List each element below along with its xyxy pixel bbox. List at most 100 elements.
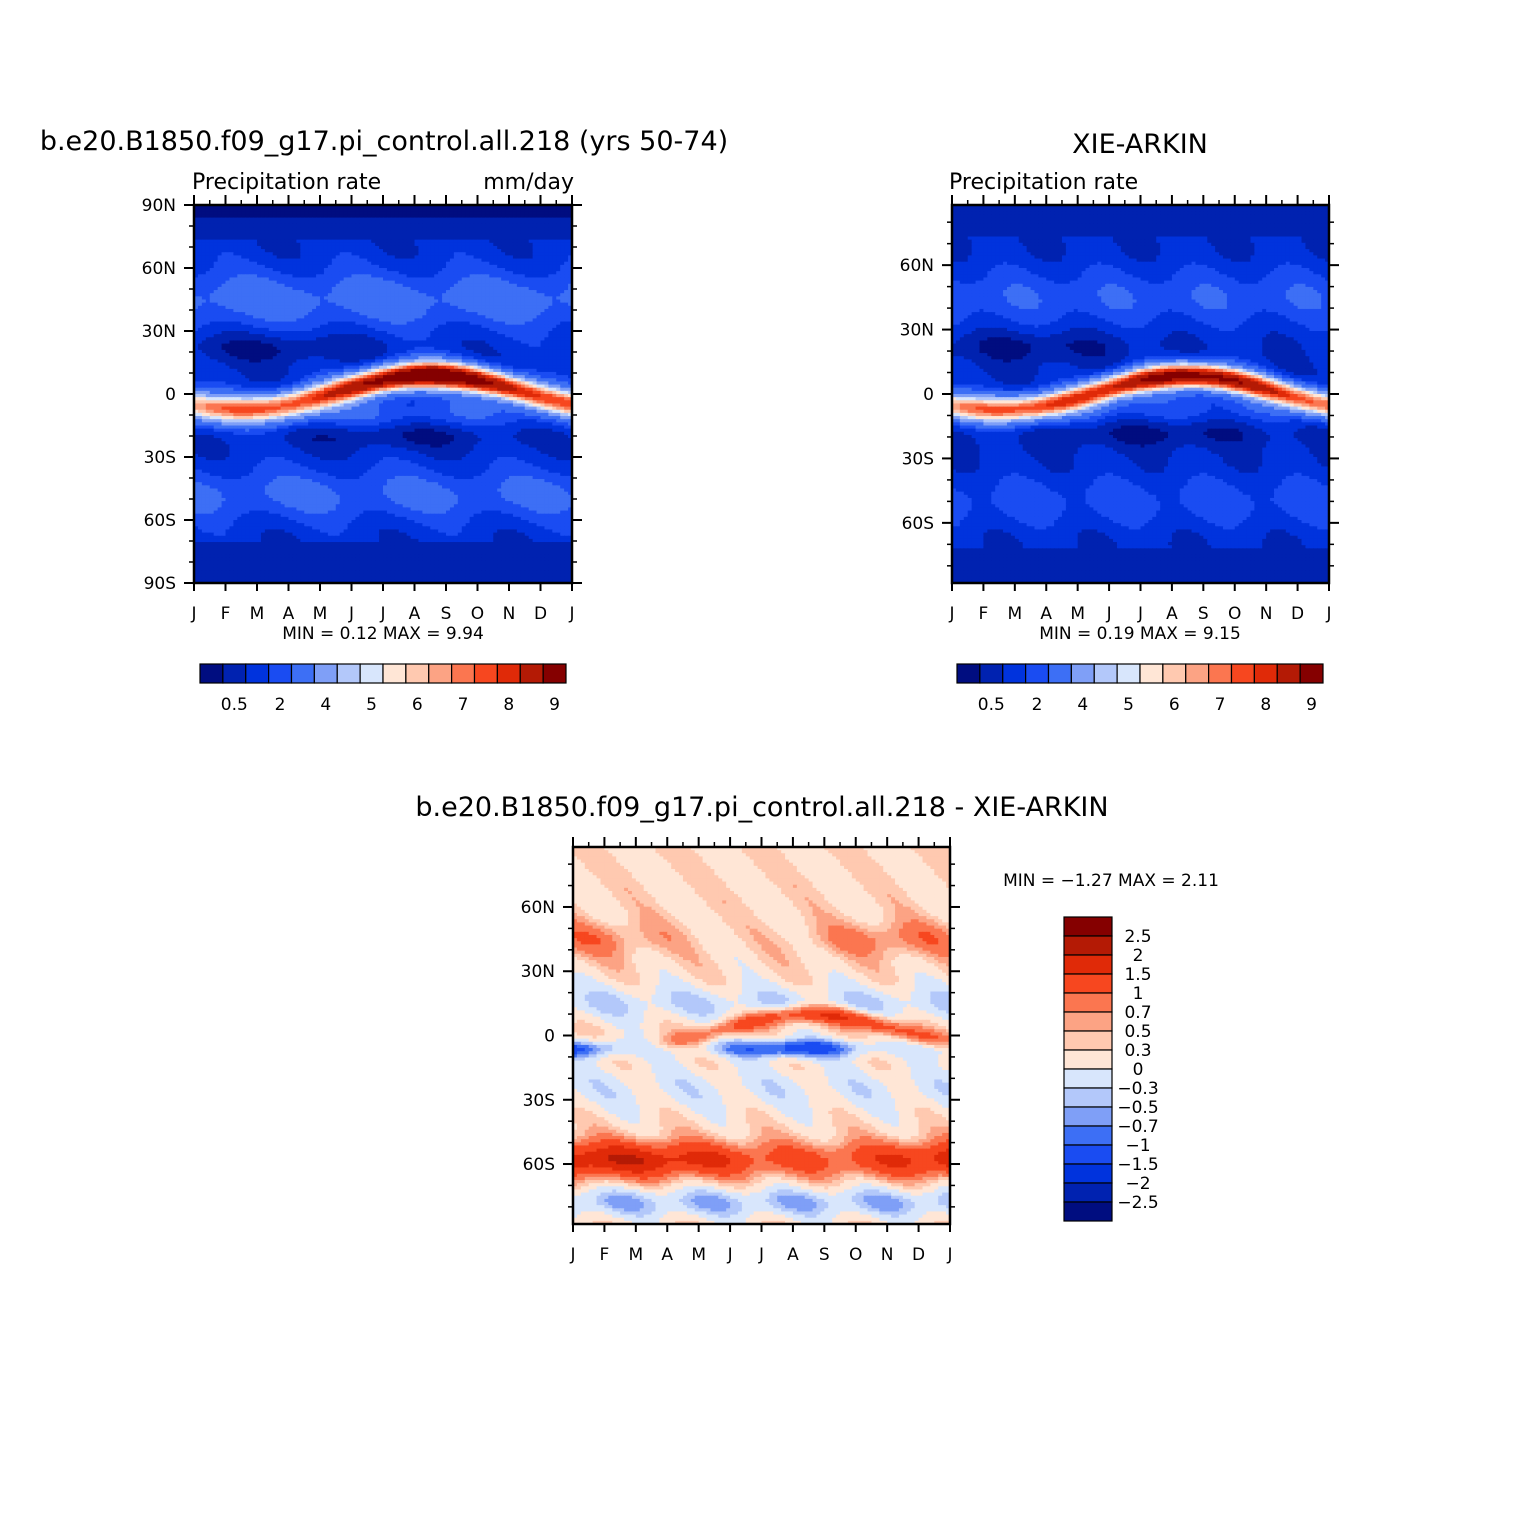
y-tick-label: 30N <box>521 962 555 982</box>
colorbar-label: 9 <box>1306 695 1317 715</box>
colorbar-swatch <box>245 663 270 684</box>
colorbar-swatch <box>1063 973 1113 994</box>
x-tick-label: J <box>379 604 385 624</box>
x-tick-label: J <box>348 604 354 624</box>
x-tick-label: F <box>221 604 231 624</box>
panel-title: b.e20.B1850.f09_g17.pi_control.all.218 (… <box>40 126 728 157</box>
colorbar-label: 0.3 <box>1124 1041 1151 1061</box>
x-tick-label: A <box>1166 604 1178 624</box>
colorbar-swatch <box>1276 663 1301 684</box>
colorbar-label: 5 <box>366 695 377 715</box>
colorbar-swatch <box>1185 663 1210 684</box>
colorbar-label: 9 <box>549 695 560 715</box>
y-tick-label: 30S <box>523 1091 555 1111</box>
colorbar-swatch <box>405 663 430 684</box>
colorbar-swatch <box>1063 916 1113 937</box>
colorbar-swatch <box>1063 1201 1113 1222</box>
colorbar-swatch <box>1063 954 1113 975</box>
panel-title: b.e20.B1850.f09_g17.pi_control.all.218 -… <box>415 792 1108 823</box>
x-tick-label: A <box>1040 604 1052 624</box>
y-tick-label: 60N <box>900 256 934 276</box>
y-tick-label: 0 <box>165 385 176 405</box>
colorbar-swatch <box>1299 663 1324 684</box>
colorbar-label: −0.3 <box>1117 1079 1158 1099</box>
colorbar-label: 2.5 <box>1124 927 1151 947</box>
panel-subtitle-right: mm/day <box>483 170 574 195</box>
colorbar-swatch <box>1208 663 1233 684</box>
y-tick-label: 0 <box>923 385 934 405</box>
x-tick-label: M <box>691 1245 706 1265</box>
x-tick-label: A <box>787 1245 799 1265</box>
y-tick-label: 60N <box>521 898 555 918</box>
colorbar-swatch <box>336 663 361 684</box>
x-tick-label: M <box>1007 604 1022 624</box>
y-tick-label: 30S <box>144 448 176 468</box>
x-tick-label: D <box>1291 604 1304 624</box>
x-tick-label: F <box>600 1245 610 1265</box>
x-tick-label: O <box>849 1245 862 1265</box>
colorbar-label: 0.5 <box>221 695 248 715</box>
colorbar-swatch <box>359 663 384 684</box>
x-tick-label: J <box>1325 604 1331 624</box>
colorbar-label: 2 <box>1133 946 1144 966</box>
colorbar-swatch <box>1063 1106 1113 1127</box>
contour-field <box>573 847 951 1225</box>
colorbar-swatch <box>519 663 544 684</box>
x-tick-label: A <box>283 604 295 624</box>
y-tick-label: 30N <box>142 322 176 342</box>
colorbar-label: 8 <box>1260 695 1271 715</box>
panel-subtitle-left: Precipitation rate <box>949 170 1138 195</box>
y-tick-label: 90S <box>144 574 176 594</box>
y-tick-label: 60S <box>144 511 176 531</box>
colorbar-label: 0 <box>1133 1060 1144 1080</box>
colorbar-swatch <box>1063 992 1113 1013</box>
colorbar-label: 4 <box>320 695 331 715</box>
colorbar-swatch <box>1063 1163 1113 1184</box>
x-tick-label: J <box>1137 604 1143 624</box>
x-tick-label: J <box>568 604 574 624</box>
colorbar-swatch <box>496 663 521 684</box>
x-tick-label: J <box>190 604 196 624</box>
colorbar-swatch <box>956 663 981 684</box>
x-tick-label: N <box>1260 604 1273 624</box>
colorbar-swatch <box>1230 663 1255 684</box>
x-tick-label: J <box>569 1245 575 1265</box>
x-tick-label: N <box>881 1245 894 1265</box>
colorbar-swatch <box>1063 1049 1113 1070</box>
colorbar-label: 1 <box>1133 984 1144 1004</box>
colorbar-swatch <box>1093 663 1118 684</box>
colorbar-swatch <box>222 663 247 684</box>
colorbar-swatch <box>1139 663 1164 684</box>
panel-title: XIE-ARKIN <box>1072 129 1208 160</box>
x-tick-label: D <box>912 1245 925 1265</box>
y-tick-label: 60S <box>523 1155 555 1175</box>
y-tick-label: 0 <box>544 1027 555 1047</box>
colorbar-label: 8 <box>503 695 514 715</box>
colorbar-swatch <box>1063 1068 1113 1089</box>
colorbar-swatch <box>199 663 224 684</box>
x-tick-label: J <box>946 1245 952 1265</box>
x-tick-label: J <box>758 1245 764 1265</box>
x-tick-label: J <box>948 604 954 624</box>
x-tick-label: O <box>1228 604 1241 624</box>
colorbar-swatch <box>1063 1125 1113 1146</box>
colorbar-label: 6 <box>1169 695 1180 715</box>
x-tick-label: M <box>250 604 265 624</box>
colorbar-swatch <box>1253 663 1278 684</box>
colorbar-swatch <box>1047 663 1072 684</box>
colorbar-label: 4 <box>1077 695 1088 715</box>
colorbar-swatch <box>1070 663 1095 684</box>
y-tick-label: 30S <box>902 449 934 469</box>
y-tick-label: 30N <box>900 321 934 341</box>
colorbar-swatch <box>1063 935 1113 956</box>
x-tick-label: M <box>1070 604 1085 624</box>
x-tick-label: F <box>979 604 989 624</box>
colorbar-swatch <box>268 663 293 684</box>
colorbar-swatch <box>1002 663 1027 684</box>
y-tick-label: 60S <box>902 514 934 534</box>
contour-field <box>194 205 573 584</box>
y-tick-label: 90N <box>142 196 176 216</box>
colorbar-label: 7 <box>458 695 469 715</box>
min-max-label: MIN = 0.12 MAX = 9.94 <box>282 624 484 644</box>
colorbar-label: 0.5 <box>978 695 1005 715</box>
